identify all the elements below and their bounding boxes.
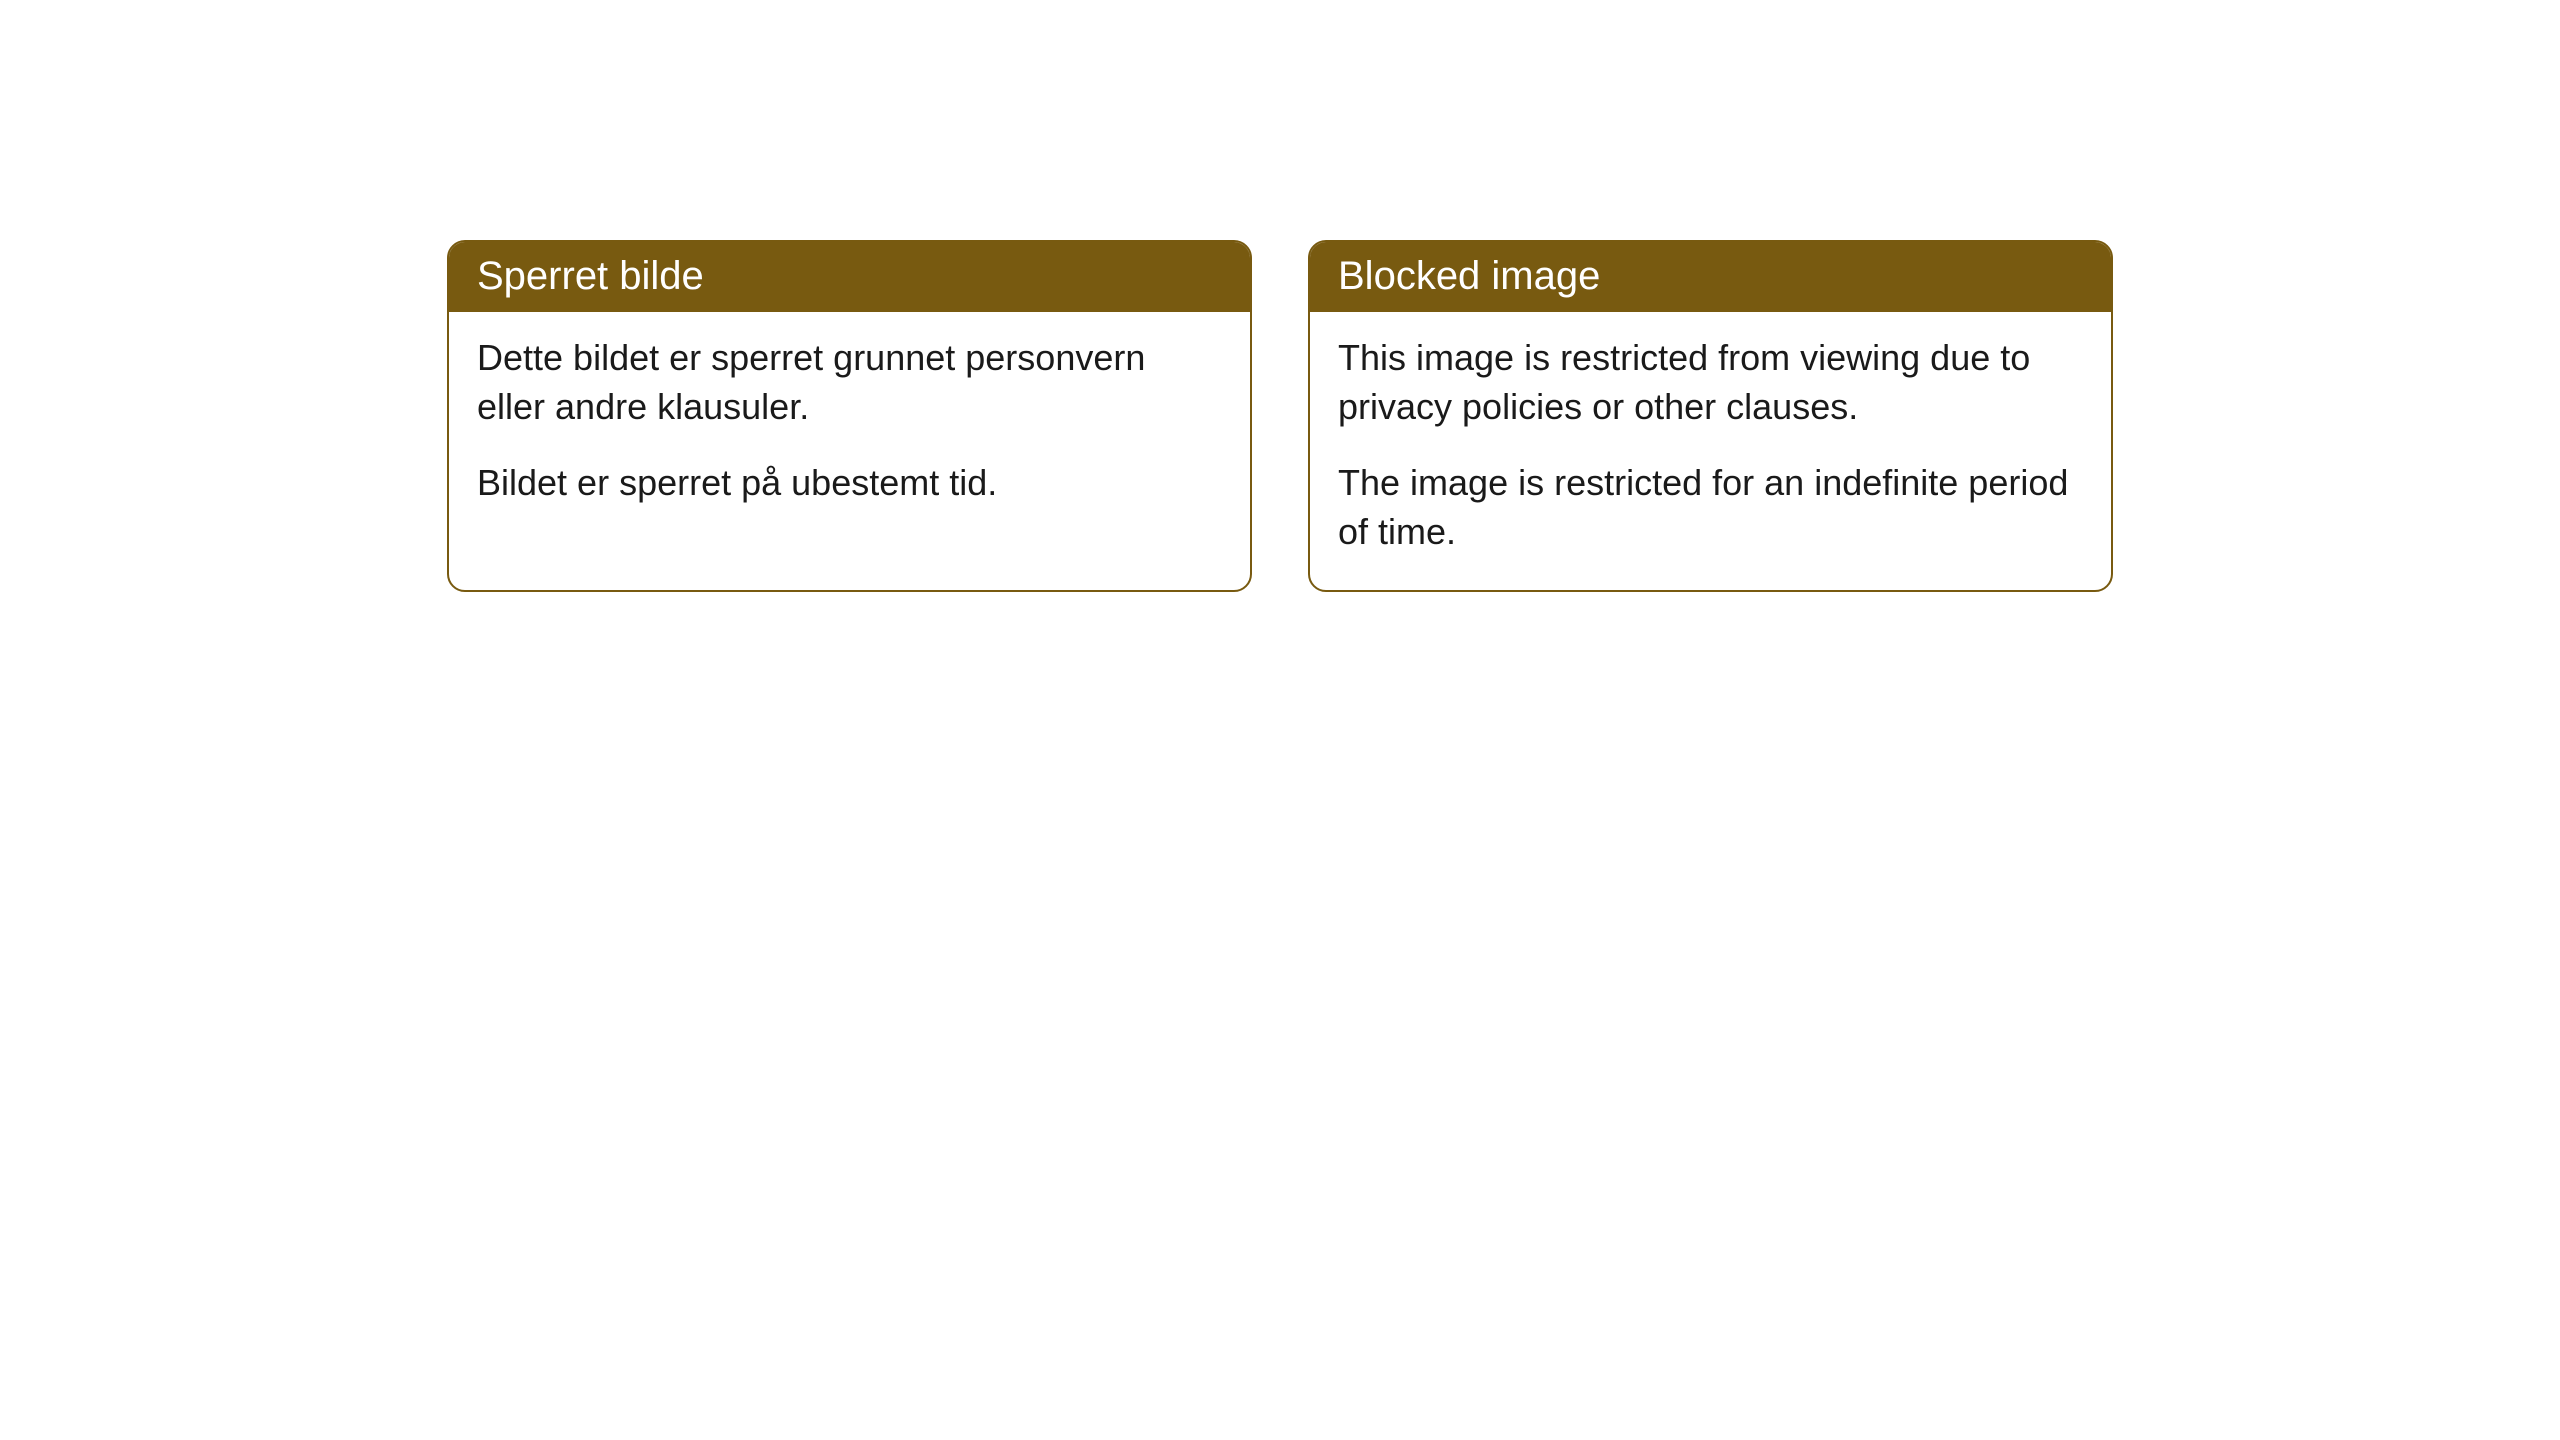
notice-paragraph: Dette bildet er sperret grunnet personve… (477, 334, 1222, 431)
notice-paragraph: This image is restricted from viewing du… (1338, 334, 2083, 431)
card-body: This image is restricted from viewing du… (1310, 312, 2111, 590)
notice-card-norwegian: Sperret bilde Dette bildet er sperret gr… (447, 240, 1252, 592)
notice-cards-container: Sperret bilde Dette bildet er sperret gr… (447, 240, 2113, 592)
notice-paragraph: The image is restricted for an indefinit… (1338, 459, 2083, 556)
notice-card-english: Blocked image This image is restricted f… (1308, 240, 2113, 592)
card-header: Sperret bilde (449, 242, 1250, 312)
card-header: Blocked image (1310, 242, 2111, 312)
card-body: Dette bildet er sperret grunnet personve… (449, 312, 1250, 542)
notice-paragraph: Bildet er sperret på ubestemt tid. (477, 459, 1222, 508)
